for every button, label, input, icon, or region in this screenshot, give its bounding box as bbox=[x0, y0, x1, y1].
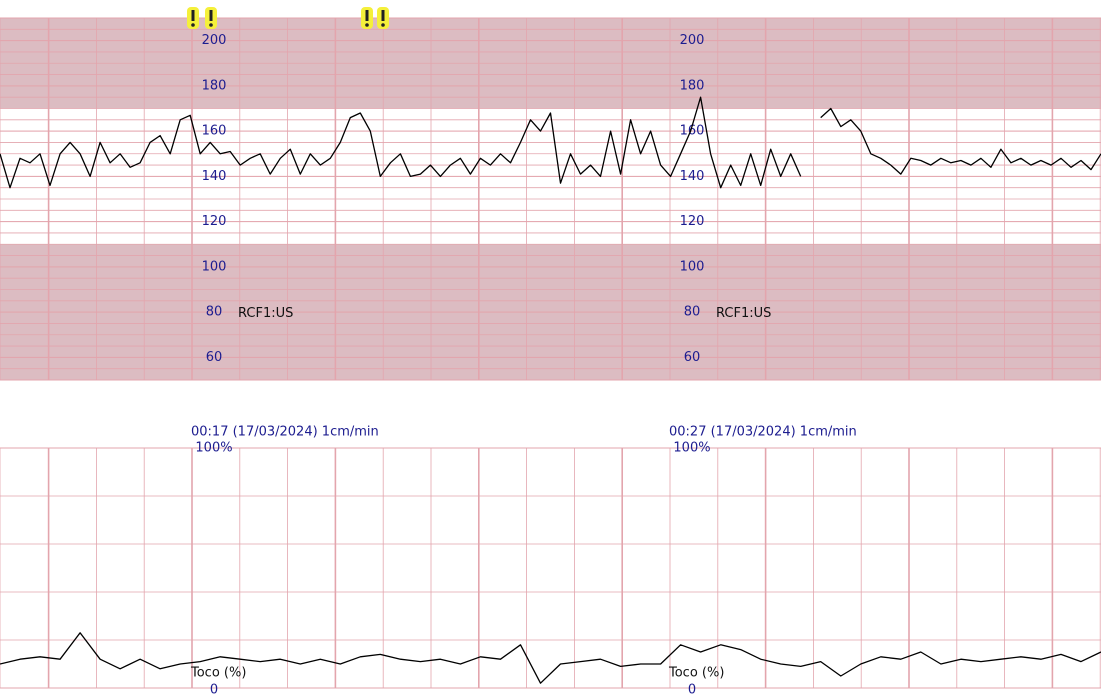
y-tick-label: 140 bbox=[202, 169, 227, 184]
y-tick-label: 180 bbox=[680, 78, 705, 93]
alert-icon bbox=[205, 7, 217, 29]
alert-icon bbox=[361, 7, 373, 29]
y-tick-label: 140 bbox=[680, 169, 705, 184]
y-tick-label: 60 bbox=[684, 350, 701, 365]
y-tick-label: 120 bbox=[680, 214, 705, 229]
alert-icons bbox=[187, 7, 389, 29]
channel-label: RCF1:US bbox=[716, 306, 771, 321]
y-tick-label: 80 bbox=[684, 305, 701, 320]
y-tick-label: 0 bbox=[210, 683, 218, 698]
trace bbox=[0, 96, 1101, 189]
y-tick-label: 120 bbox=[202, 214, 227, 229]
y-tick-label: 160 bbox=[680, 124, 705, 139]
y-tick-label: 0 bbox=[688, 683, 696, 698]
y-tick-label: 180 bbox=[202, 78, 227, 93]
y-tick-label: 100 bbox=[680, 259, 705, 274]
channel-label: RCF1:US bbox=[238, 306, 293, 321]
y-tick-label: 100% bbox=[673, 441, 710, 456]
y-tick-label: 200 bbox=[202, 33, 227, 48]
y-tick-label: 160 bbox=[202, 124, 227, 139]
alert-icon bbox=[187, 7, 199, 29]
y-axis-label: Toco (%) bbox=[668, 666, 724, 681]
y-tick-label: 200 bbox=[680, 33, 705, 48]
timestamp: 00:27 (17/03/2024) 1cm/min bbox=[669, 425, 857, 440]
y-tick-label: 100% bbox=[195, 441, 232, 456]
timestamp: 00:17 (17/03/2024) 1cm/min bbox=[191, 425, 379, 440]
y-tick-label: 60 bbox=[206, 350, 223, 365]
alert-icon bbox=[377, 7, 389, 29]
y-axis-label: Toco (%) bbox=[190, 666, 246, 681]
y-tick-label: 100 bbox=[202, 259, 227, 274]
y-tick-label: 80 bbox=[206, 305, 223, 320]
trace bbox=[0, 632, 1101, 684]
